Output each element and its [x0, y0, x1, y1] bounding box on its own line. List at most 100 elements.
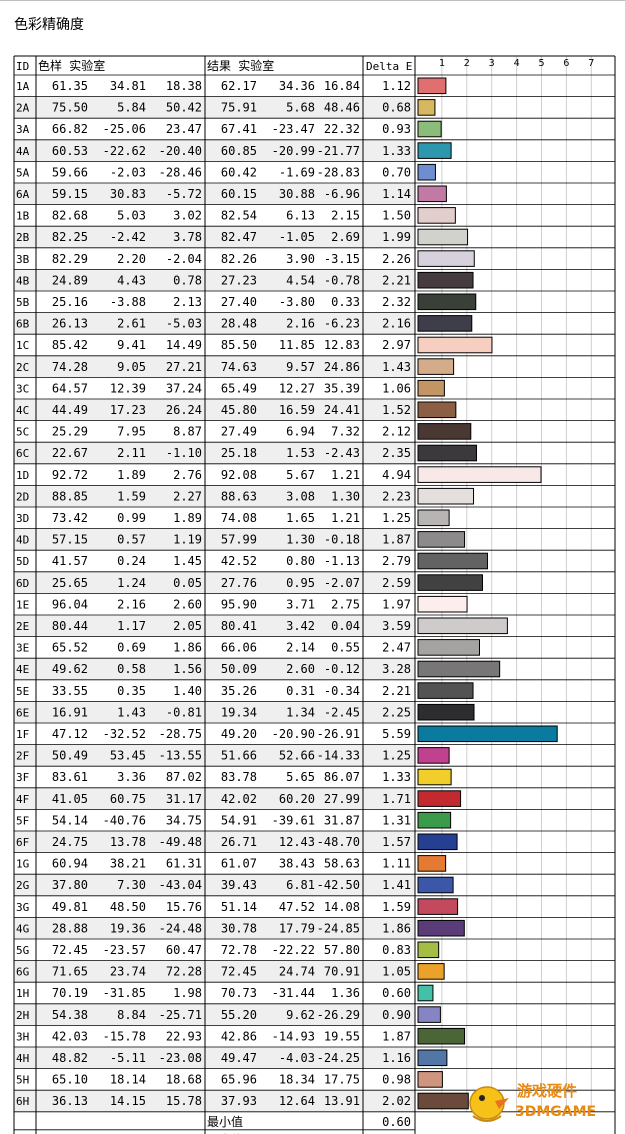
cell-delta-e: 2.97 — [382, 338, 411, 352]
cell-result-a: 18.34 — [279, 1073, 315, 1087]
tick-label: 1 — [439, 58, 445, 69]
cell-sample-l: 22.67 — [52, 446, 88, 460]
cell-result-a: 3.42 — [286, 619, 315, 633]
delta-e-bar — [417, 315, 473, 332]
cell-id: 5H — [16, 1074, 29, 1087]
cell-sample-b: 26.24 — [166, 403, 202, 417]
delta-e-bar — [417, 185, 447, 203]
cell-result-a: 1.34 — [286, 705, 315, 719]
cell-result-l: 49.47 — [221, 1051, 257, 1065]
cell-sample-b: -25.71 — [159, 1008, 202, 1022]
delta-e-bar — [417, 379, 445, 397]
cell-result-a: -20.99 — [272, 144, 315, 158]
cell-id: 1B — [16, 210, 30, 223]
cell-sample-l: 48.82 — [52, 1051, 88, 1065]
cell-sample-b: -28.75 — [159, 727, 202, 741]
row-shade — [14, 787, 415, 810]
delta-e-bar — [417, 401, 457, 419]
row-shade — [14, 269, 415, 291]
cell-sample-b: 72.28 — [166, 965, 202, 979]
cell-sample-b: 3.02 — [173, 209, 202, 223]
summary-value: 5.59 — [382, 1133, 411, 1134]
row-shade — [14, 355, 415, 378]
cell-sample-l: 54.14 — [52, 813, 88, 827]
cell-sample-l: 82.68 — [52, 209, 88, 223]
row-shade — [14, 744, 415, 767]
cell-result-a: -3.80 — [279, 295, 315, 309]
cell-id: 3D — [16, 512, 29, 525]
delta-e-bar — [417, 768, 452, 786]
cell-result-l: 74.63 — [221, 360, 257, 374]
cell-result-l: 25.18 — [221, 446, 257, 460]
row-shade — [14, 831, 415, 853]
cell-result-a: 47.52 — [279, 900, 315, 914]
cell-sample-l: 61.35 — [52, 79, 88, 93]
cell-result-a: 1.53 — [286, 446, 315, 460]
cell-sample-a: 7.95 — [117, 425, 146, 439]
cell-result-a: -23.47 — [272, 122, 315, 136]
cell-sample-l: 37.80 — [52, 878, 88, 892]
cell-sample-a: 0.24 — [117, 554, 146, 568]
delta-e-bar — [417, 1027, 466, 1045]
cell-delta-e: 1.87 — [382, 1029, 411, 1043]
cell-delta-e: 0.83 — [382, 943, 411, 957]
cell-result-l: 27.40 — [221, 295, 257, 309]
cell-delta-e: 2.47 — [382, 641, 411, 655]
cell-sample-b: -28.46 — [159, 165, 202, 179]
cell-sample-l: 41.57 — [52, 554, 88, 568]
cell-result-b: -2.43 — [324, 446, 360, 460]
cell-result-a: 34.36 — [279, 79, 315, 93]
cell-result-a: 5.65 — [286, 770, 315, 784]
cell-sample-l: 73.42 — [52, 511, 88, 525]
row-shade — [14, 917, 415, 939]
cell-result-a: 1.30 — [286, 533, 315, 547]
row-shade — [14, 658, 415, 680]
row-shade — [14, 312, 415, 335]
cell-sample-a: 17.23 — [110, 403, 146, 417]
cell-result-a: -14.93 — [272, 1029, 315, 1043]
cell-sample-b: 2.05 — [173, 619, 202, 633]
cell-result-l: 95.90 — [221, 597, 257, 611]
cell-delta-e: 4.94 — [382, 468, 411, 482]
delta-e-bar — [417, 963, 445, 980]
cell-sample-b: 31.17 — [166, 792, 202, 806]
cell-sample-l: 50.49 — [52, 749, 88, 763]
cell-delta-e: 1.87 — [382, 533, 411, 547]
summary-label: 最小值 — [207, 1114, 243, 1129]
cell-sample-b: 22.93 — [166, 1029, 202, 1043]
cell-sample-l: 42.03 — [52, 1029, 88, 1043]
cell-result-b: -26.29 — [317, 1008, 360, 1022]
cell-id: 6E — [16, 706, 29, 719]
cell-id: 1E — [16, 598, 29, 611]
cell-result-b: 70.91 — [324, 965, 360, 979]
cell-result-a: 2.60 — [286, 662, 315, 676]
cell-id: 2F — [16, 750, 29, 763]
cell-id: 4A — [16, 145, 30, 158]
cell-sample-l: 80.44 — [52, 619, 88, 633]
delta-e-bar — [417, 509, 450, 527]
delta-e-bar — [417, 99, 436, 116]
cell-sample-b: 2.60 — [173, 597, 202, 611]
row-shade — [14, 226, 415, 248]
row-shade — [14, 1047, 415, 1069]
cell-sample-b: 1.40 — [173, 684, 202, 698]
cell-sample-a: 5.84 — [117, 101, 146, 115]
cell-result-a: 1.65 — [286, 511, 315, 525]
cell-sample-b: 15.78 — [166, 1094, 202, 1108]
cell-result-l: 60.42 — [221, 165, 257, 179]
delta-e-bar — [417, 855, 447, 872]
cell-result-a: -22.22 — [272, 943, 315, 957]
cell-delta-e: 1.31 — [382, 813, 411, 827]
row-shade — [14, 139, 415, 162]
cell-sample-l: 71.65 — [52, 965, 88, 979]
cell-sample-a: 14.15 — [110, 1094, 146, 1108]
cell-result-b: 17.75 — [324, 1073, 360, 1087]
cell-sample-l: 49.62 — [52, 662, 88, 676]
cell-result-l: 27.49 — [221, 425, 257, 439]
cell-delta-e: 1.25 — [382, 749, 411, 763]
cell-result-l: 27.76 — [221, 576, 257, 590]
cell-sample-l: 65.52 — [52, 641, 88, 655]
cell-sample-b: 60.47 — [166, 943, 202, 957]
cell-result-a: 6.94 — [286, 425, 315, 439]
